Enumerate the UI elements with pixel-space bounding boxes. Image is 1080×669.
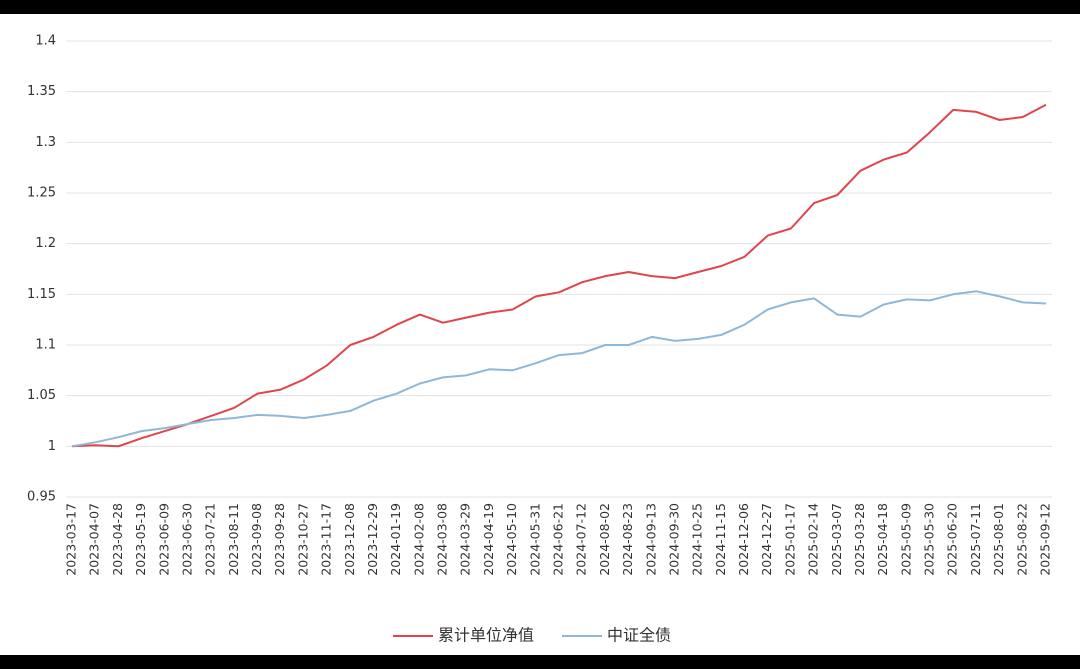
x-tick-label: 2023-09-28 <box>272 503 287 576</box>
x-tick-label: 2024-10-25 <box>690 503 705 576</box>
x-tick-label: 2025-06-20 <box>945 503 960 576</box>
x-tick-label: 2023-12-29 <box>365 503 380 576</box>
x-tick-label: 2024-07-12 <box>574 503 589 576</box>
x-tick-label: 2024-05-31 <box>527 503 542 576</box>
bottom-bar <box>0 655 1080 669</box>
x-tick-label: 2023-05-19 <box>133 503 148 576</box>
x-tick-label: 2023-12-08 <box>342 503 357 576</box>
series-line <box>71 290 1047 448</box>
x-tick-label: 2023-03-17 <box>64 503 79 576</box>
y-tick-label: 0.95 <box>27 490 56 505</box>
x-tick-label: 2023-11-17 <box>319 503 334 576</box>
y-tick-label: 1.4 <box>35 34 56 49</box>
x-tick-label: 2025-08-22 <box>1014 503 1029 576</box>
x-tick-label: 2025-01-17 <box>782 503 797 576</box>
x-tick-label: 2024-08-23 <box>620 503 635 576</box>
x-tick-label: 2023-06-30 <box>179 503 194 576</box>
x-tick-label: 2024-06-21 <box>551 503 566 576</box>
x-tick-label: 2023-06-09 <box>156 503 171 576</box>
x-tick-label: 2025-05-30 <box>922 503 937 576</box>
y-tick-label: 1.35 <box>27 84 56 99</box>
x-tick-label: 2023-04-07 <box>87 503 102 576</box>
x-tick-label: 2025-04-18 <box>875 503 890 576</box>
x-tick-label: 2024-08-02 <box>597 503 612 576</box>
x-tick-label: 2023-08-11 <box>226 503 241 576</box>
y-tick-label: 1.15 <box>27 287 56 302</box>
y-tick-label: 1 <box>48 439 56 454</box>
y-tick-label: 1.05 <box>27 388 56 403</box>
y-tick-label: 1.25 <box>27 186 56 201</box>
x-tick-label: 2024-03-08 <box>435 503 450 576</box>
x-tick-label: 2025-09-12 <box>1038 503 1053 576</box>
x-tick-label: 2023-04-28 <box>110 503 125 576</box>
x-tick-label: 2025-05-09 <box>898 503 913 576</box>
x-tick-label: 2023-09-08 <box>249 503 264 576</box>
x-tick-label: 2024-03-29 <box>458 503 473 576</box>
x-tick-label: 2024-09-30 <box>666 503 681 576</box>
x-tick-label: 2024-04-19 <box>481 503 496 576</box>
x-tick-label: 2024-01-19 <box>388 503 403 576</box>
x-tick-label: 2025-08-01 <box>991 503 1006 576</box>
y-tick-label: 1.1 <box>35 338 56 353</box>
x-tick-label: 2025-07-11 <box>968 503 983 576</box>
y-tick-label: 1.3 <box>35 135 56 150</box>
x-tick-label: 2025-03-28 <box>852 503 867 576</box>
x-tick-label: 2023-07-21 <box>203 503 218 576</box>
x-tick-label: 2024-11-15 <box>713 503 728 576</box>
y-tick-label: 1.2 <box>35 236 56 251</box>
x-tick-label: 2025-03-07 <box>829 503 844 576</box>
x-tick-label: 2024-02-08 <box>411 503 426 576</box>
x-tick-label: 2024-09-13 <box>643 503 658 576</box>
legend-label: 累计单位净值 <box>438 626 534 645</box>
series-line <box>71 103 1047 448</box>
x-tick-label: 2025-02-14 <box>806 503 821 576</box>
legend-label: 中证全债 <box>607 626 671 645</box>
x-tick-label: 2024-05-10 <box>504 503 519 576</box>
x-tick-label: 2023-10-27 <box>295 503 310 576</box>
x-tick-label: 2024-12-06 <box>736 503 751 576</box>
x-tick-label: 2024-12-27 <box>759 503 774 576</box>
top-bar <box>0 0 1080 14</box>
